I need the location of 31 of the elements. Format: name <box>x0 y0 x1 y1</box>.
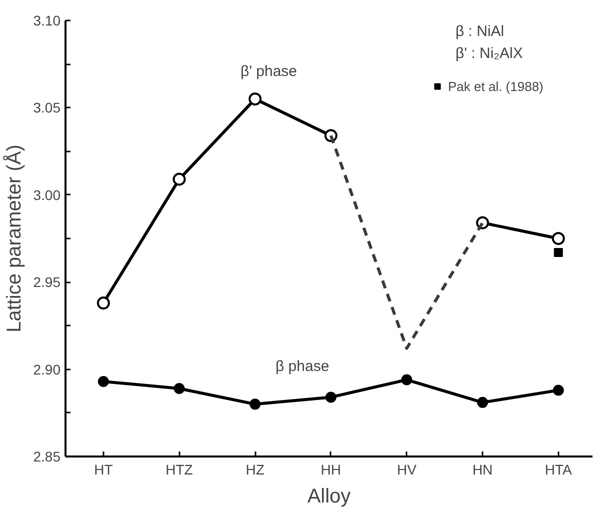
x-tick-label: HZ <box>246 462 265 478</box>
x-tick-label: HN <box>472 462 493 478</box>
point <box>172 172 186 186</box>
y-tick-label: 2.85 <box>33 448 61 464</box>
point <box>552 232 565 245</box>
y-tick-label: 3.00 <box>33 186 61 203</box>
x-axis-title: Alloy <box>307 486 351 508</box>
x-tick-label: HV <box>397 462 418 478</box>
point <box>401 374 412 386</box>
annotation: β' : Ni₂AlX <box>456 45 523 62</box>
y-axis-title: Lattice parameter (Å) <box>2 144 26 332</box>
point <box>96 296 110 310</box>
point <box>552 384 564 396</box>
x-tick-label: HT <box>94 462 114 478</box>
annotation: β' phase <box>240 63 298 80</box>
point <box>325 392 336 403</box>
y-tick-label: 3.10 <box>33 12 61 28</box>
point <box>477 396 488 408</box>
annotation: β : NiAl <box>456 23 504 40</box>
y-tick-label: 3.05 <box>33 100 61 116</box>
x-tick-label: HTZ <box>166 462 194 478</box>
y-tick-label: 2.95 <box>33 274 61 290</box>
point <box>248 92 262 106</box>
annotation: β phase <box>276 358 330 375</box>
point <box>250 398 261 410</box>
point <box>174 382 185 394</box>
y-tick-label: 2.90 <box>33 361 61 378</box>
x-tick-label: HH <box>320 462 342 478</box>
legend-label: Pak et al. (1988) <box>448 78 544 94</box>
point <box>98 376 109 387</box>
x-tick-label: HTA <box>544 462 573 478</box>
